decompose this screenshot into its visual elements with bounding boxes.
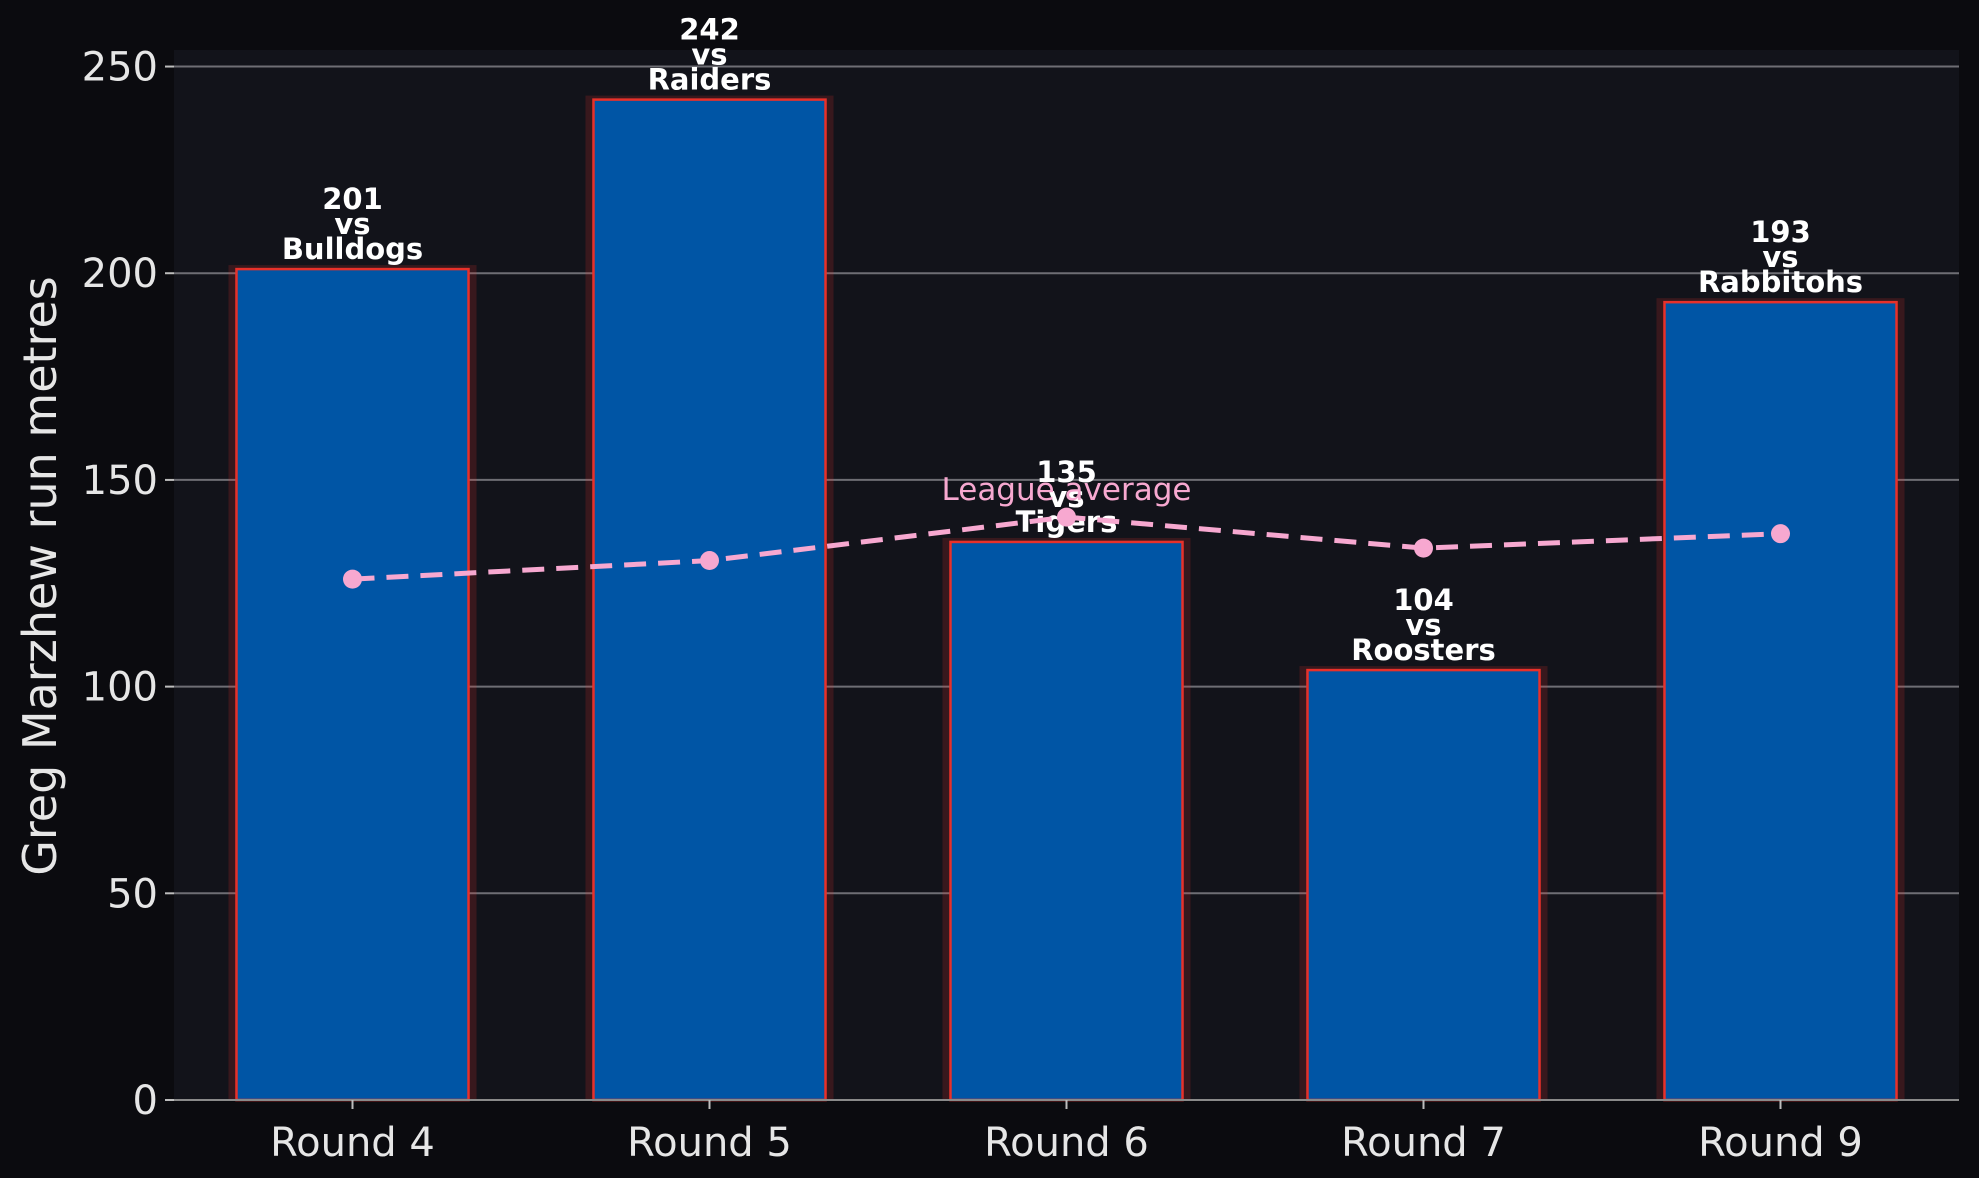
bar (592, 98, 827, 1102)
bar-opponent-label: Bulldogs (282, 232, 423, 266)
bar-opponent-label: Rabbitohs (1698, 265, 1863, 299)
league-average-point (1057, 507, 1076, 527)
league-average-point (343, 569, 362, 589)
bar-value-label: 135 (1036, 455, 1097, 489)
axes: 0 50 100 150 200 250 Round 4 Round 5 Round 6 Roun… (82, 45, 1959, 1166)
x-tick-label: Round 9 (1698, 1120, 1863, 1166)
bar-opponent-label: Roosters (1351, 633, 1496, 667)
x-tick-label: Round 6 (984, 1120, 1149, 1166)
y-tick-label: 150 (82, 458, 158, 504)
bar-value-label: 201 (322, 182, 383, 216)
y-tick-label: 250 (82, 45, 158, 91)
bar (1663, 300, 1898, 1102)
x-tick-label: Round 4 (270, 1120, 435, 1166)
bar-value-label: 104 (1393, 583, 1454, 617)
league-average-point (1771, 524, 1790, 544)
bar (235, 267, 470, 1102)
bar-vs-label: vs (1762, 240, 1798, 274)
bar (1306, 668, 1541, 1102)
bar-vs-label: vs (334, 207, 370, 241)
y-tick-label: 0 (133, 1078, 158, 1124)
x-tick-label: Round 7 (1341, 1120, 1506, 1166)
y-tick-label: 200 (82, 251, 158, 297)
bar-vs-label: vs (1405, 608, 1441, 642)
bar (949, 540, 1184, 1102)
bar-value-label: 193 (1750, 215, 1811, 249)
bar-vs-label: vs (691, 38, 727, 72)
bars (228, 95, 1905, 1102)
y-axis-label: Greg Marzhew run metres (13, 276, 67, 875)
x-tick-label: Round 5 (627, 1120, 792, 1166)
bar-value-label: 242 (679, 13, 740, 47)
y-tick-label: 50 (107, 871, 158, 917)
y-tick-label: 100 (82, 665, 158, 711)
league-average-point (1414, 538, 1433, 558)
league-average-point (700, 551, 719, 571)
league-average-series: League average (343, 472, 1790, 589)
league-average-label: League average (942, 472, 1192, 508)
bar-opponent-label: Raiders (648, 63, 772, 97)
